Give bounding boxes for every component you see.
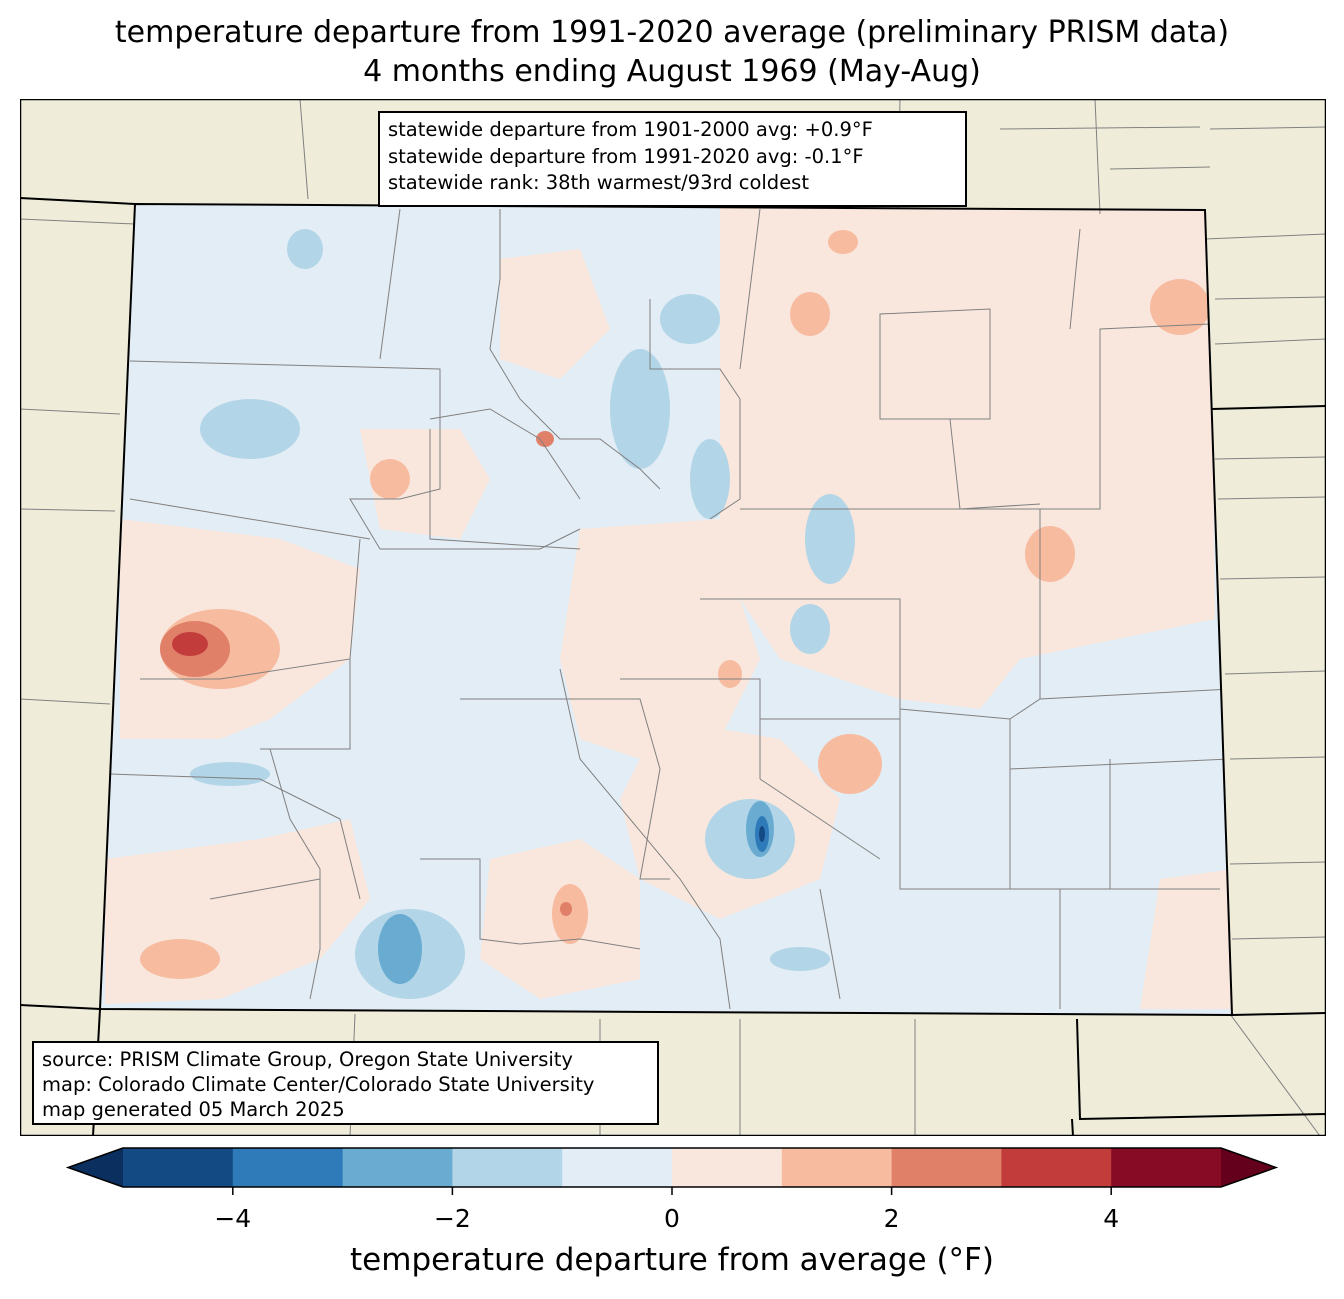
north-park-warm-region xyxy=(500,249,610,379)
colorbar-bin xyxy=(342,1148,453,1187)
stats-line-2: statewide departure from 1991-2020 avg: … xyxy=(388,144,864,168)
cool-patch-east-central xyxy=(790,604,830,654)
colorbar: −4 −2 0 2 4 xyxy=(65,1147,1279,1233)
cool-patch-northwest xyxy=(200,399,300,459)
source-line-3: map generated 05 March 2025 xyxy=(42,1098,345,1121)
central-mountain-warm-region xyxy=(360,429,490,539)
colorbar-over-arrow xyxy=(1221,1148,1276,1187)
colorbar-ticks: −4 −2 0 2 4 xyxy=(214,1187,1119,1233)
cool-patch-raton xyxy=(770,947,830,971)
northeast-warm-region xyxy=(980,219,1215,459)
southeast-warm-strip xyxy=(1140,869,1232,1009)
state-boundaries xyxy=(20,197,1326,1136)
colorbar-tick-label: −4 xyxy=(214,1204,251,1233)
map-title-line-2: 4 months ending August 1969 (May-Aug) xyxy=(363,54,981,89)
colorbar-bin xyxy=(781,1148,893,1187)
warm-patch-pueblo xyxy=(718,660,742,688)
moderate-cool-patch-san-juans xyxy=(378,914,422,984)
colorbar-tick-label: −2 xyxy=(434,1204,471,1233)
strongest-cool-patch-sangre xyxy=(759,826,765,842)
colorbar-bin xyxy=(452,1148,563,1187)
map-title-line-1: temperature departure from 1991-2020 ave… xyxy=(114,15,1230,50)
neighbor-county-lines xyxy=(20,99,1326,1136)
cool-patch-northwest-corner xyxy=(287,229,323,269)
strongest-warm-patch-mesa xyxy=(172,632,208,656)
map-frame xyxy=(20,99,1326,1136)
colorbar-tick-label: 0 xyxy=(664,1204,680,1233)
colorbar-bin xyxy=(1001,1148,1112,1187)
warm-patch-garfield xyxy=(370,459,410,499)
colorbar-bin xyxy=(1111,1148,1222,1187)
colorbar-outline xyxy=(65,1147,1279,1188)
statewide-stats-box: statewide departure from 1901-2000 avg: … xyxy=(378,111,967,207)
cool-patch-north-central xyxy=(610,349,670,469)
strong-warm-patch-huerfano xyxy=(560,902,572,916)
warm-patch-logan xyxy=(790,292,830,336)
warm-patch-east-central xyxy=(818,734,882,794)
stats-line-3: statewide rank: 38th warmest/93rd coldes… xyxy=(388,171,809,194)
warm-patch-weld xyxy=(828,230,858,254)
colorbar-bin xyxy=(232,1148,344,1187)
county-boundaries xyxy=(109,208,1231,1010)
colorbar-tick-label: 4 xyxy=(1103,1204,1119,1233)
colorbar-bin xyxy=(562,1148,673,1187)
warm-patch-montezuma xyxy=(140,939,220,979)
colorbar-under-arrow xyxy=(68,1148,123,1187)
source-credits-box: source: PRISM Climate Group, Oregon Stat… xyxy=(32,1041,659,1125)
strong-warm-patch-grand xyxy=(536,431,554,447)
colorado-temperature-map xyxy=(20,99,1326,1136)
source-line-1: source: PRISM Climate Group, Oregon Stat… xyxy=(42,1048,573,1071)
source-line-2: map: Colorado Climate Center/Colorado St… xyxy=(42,1073,595,1096)
cool-patch-southwest xyxy=(190,762,270,786)
colorado-fill xyxy=(100,204,1232,1015)
warm-patch-kit-carson xyxy=(1025,526,1075,582)
colorbar-bin xyxy=(672,1148,783,1187)
warm-patch-northeast-corner xyxy=(1150,279,1210,335)
colorbar-tick-label: 2 xyxy=(884,1204,900,1233)
colorbar-bin xyxy=(123,1148,234,1187)
cool-patch-front-range xyxy=(690,439,730,519)
stats-line-1: statewide departure from 1901-2000 avg: … xyxy=(388,118,873,141)
cool-patch-north-park xyxy=(660,294,720,344)
colorbar-label: temperature departure from average (°F) xyxy=(350,1242,994,1278)
cool-patch-northeast-plains xyxy=(805,494,855,584)
colorbar-bins xyxy=(65,1147,1279,1188)
colorbar-bin xyxy=(891,1148,1002,1187)
